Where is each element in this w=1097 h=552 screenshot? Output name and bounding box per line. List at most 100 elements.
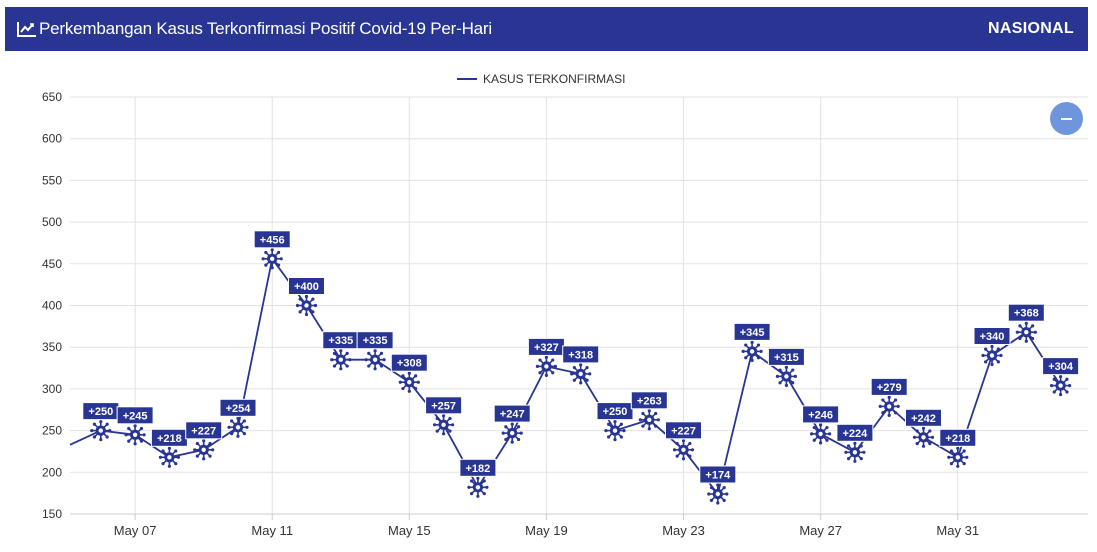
virus-spike-tip (195, 454, 199, 458)
virus-spike-tip (242, 419, 246, 423)
virus-spike-tip (878, 404, 882, 408)
virus-icon (981, 344, 1003, 367)
virus-spike-tip (1033, 330, 1037, 334)
virus-core (475, 485, 481, 490)
virus-spike-tip (613, 438, 617, 442)
virus-spike-tip (1024, 339, 1028, 343)
zoom-out-button[interactable] (1050, 102, 1083, 135)
virus-core (681, 447, 686, 452)
virus-spike-tip (690, 448, 695, 452)
virus-spike-tip (893, 398, 898, 402)
data-label-box (802, 405, 840, 424)
virus-spike-tip (572, 365, 576, 370)
virus-core (887, 404, 892, 409)
virus-core (235, 425, 241, 430)
virus-spike-tip (133, 424, 137, 428)
virus-spike-tip (681, 439, 686, 443)
data-label-box (939, 428, 977, 447)
virus-spike-tip (108, 429, 112, 433)
virus-icon (672, 439, 695, 461)
region-label[interactable]: NASIONAL (988, 20, 1074, 37)
virus-spike-tip (585, 378, 589, 382)
virus-core (304, 303, 309, 308)
virus-spike-tip (127, 426, 131, 431)
virus-spike-tip (1050, 384, 1054, 388)
virus-spike-tip (373, 349, 377, 353)
virus-spike-tip (819, 441, 823, 445)
y-tick-label: 500 (42, 215, 62, 229)
virus-spike-tip (996, 347, 1000, 351)
data-label: +250 (88, 406, 113, 418)
virus-spike-tip (853, 459, 857, 463)
data-label-box (870, 377, 908, 396)
virus-spike-tip (619, 422, 623, 426)
virus-spike-tip (270, 248, 274, 252)
virus-spike-tip (510, 422, 514, 426)
virus-spike-tip (716, 483, 720, 487)
virus-icon (364, 349, 386, 371)
virus-spike-tip (741, 349, 745, 353)
virus-spike-tip (896, 404, 900, 408)
virus-spike-tip (949, 449, 954, 453)
data-label-box (836, 423, 874, 442)
virus-spike-tip (722, 486, 726, 490)
virus-spike-tip (619, 435, 623, 439)
virus-spike-tip (579, 381, 583, 385)
virus-spike-tip (607, 435, 611, 439)
virus-spike-tip (414, 386, 418, 391)
virus-spike-tip (984, 360, 988, 364)
virus-spike-tip (949, 462, 954, 466)
virus-icon (912, 426, 935, 448)
virus-icon (707, 483, 729, 505)
virus-spike-tip (416, 380, 420, 384)
legend: KASUS TERKONFIRMASI (457, 72, 625, 86)
virus-spike-tip (298, 297, 302, 301)
header-left: Perkembangan Kasus Terkonfirmasi Positif… (17, 19, 492, 39)
virus-spike-tip (915, 429, 919, 433)
virus-icon (330, 349, 352, 371)
virus-core (132, 432, 138, 437)
virus-spike-tip (1052, 390, 1056, 394)
virus-spike-tip (1065, 390, 1069, 394)
virus-spike-tip (1031, 336, 1035, 341)
virus-spike-tip (579, 363, 583, 367)
virus-core (612, 428, 618, 433)
minus-icon (1061, 117, 1072, 120)
data-label: +218 (157, 433, 182, 445)
data-label: +227 (671, 425, 696, 437)
virus-core (441, 422, 446, 427)
virus-spike-tip (330, 358, 334, 362)
virus-spike-tip (174, 462, 178, 466)
virus-spike-tip (245, 425, 249, 429)
virus-spike-tip (604, 429, 608, 433)
virus-spike-tip (990, 344, 994, 349)
virus-core (167, 455, 172, 460)
virus-spike-tip (1031, 324, 1035, 328)
data-labels: +250 +245 +218 +227 +254 +456 +400 +335 +335 +308… (82, 230, 1080, 484)
data-label-box (390, 353, 428, 372)
virus-spike-tip (167, 446, 171, 450)
virus-spike-tip (921, 444, 926, 448)
virus-spike-tip (641, 411, 645, 416)
virus-core (372, 357, 378, 362)
virus-spike-tip (1018, 336, 1022, 341)
virus-spike-tip (1059, 375, 1063, 379)
virus-spike-tip (242, 432, 246, 436)
virus-spike-tip (538, 371, 542, 375)
virus-spike-tip (504, 437, 508, 442)
data-label-box (630, 391, 668, 410)
virus-spike-tip (654, 411, 658, 416)
virus-spike-tip (887, 395, 891, 399)
virus-spike-tip (675, 441, 679, 446)
x-tick-label: May 31 (936, 523, 979, 538)
virus-spike-tip (756, 343, 761, 347)
virus-spike-tip (881, 398, 885, 402)
virus-spike-tip (962, 449, 966, 453)
virus-core (921, 435, 926, 440)
virus-spike-tip (930, 435, 935, 439)
virus-spike-tip (551, 371, 555, 375)
virus-icon (741, 340, 763, 362)
virus-core (407, 380, 412, 385)
virus-icon (433, 414, 455, 436)
virus-icon (467, 476, 489, 498)
